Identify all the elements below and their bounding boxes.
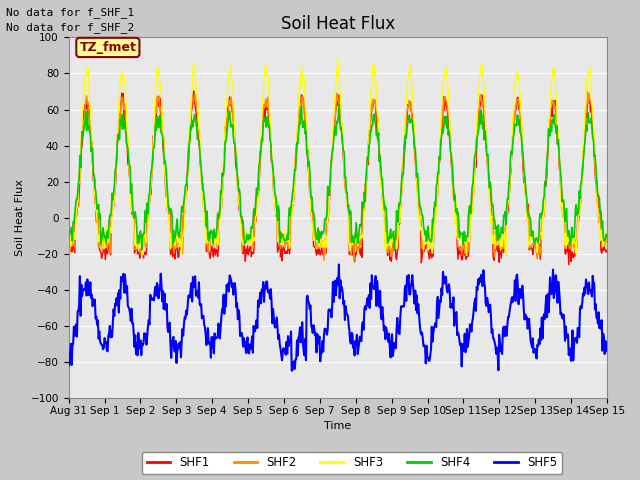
Title: Soil Heat Flux: Soil Heat Flux bbox=[281, 15, 395, 33]
Text: No data for f_SHF_1: No data for f_SHF_1 bbox=[6, 7, 134, 18]
X-axis label: Time: Time bbox=[324, 421, 351, 432]
Text: TZ_fmet: TZ_fmet bbox=[79, 41, 136, 54]
Y-axis label: Soil Heat Flux: Soil Heat Flux bbox=[15, 180, 25, 256]
Legend: SHF1, SHF2, SHF3, SHF4, SHF5: SHF1, SHF2, SHF3, SHF4, SHF5 bbox=[142, 452, 562, 474]
Text: No data for f_SHF_2: No data for f_SHF_2 bbox=[6, 22, 134, 33]
